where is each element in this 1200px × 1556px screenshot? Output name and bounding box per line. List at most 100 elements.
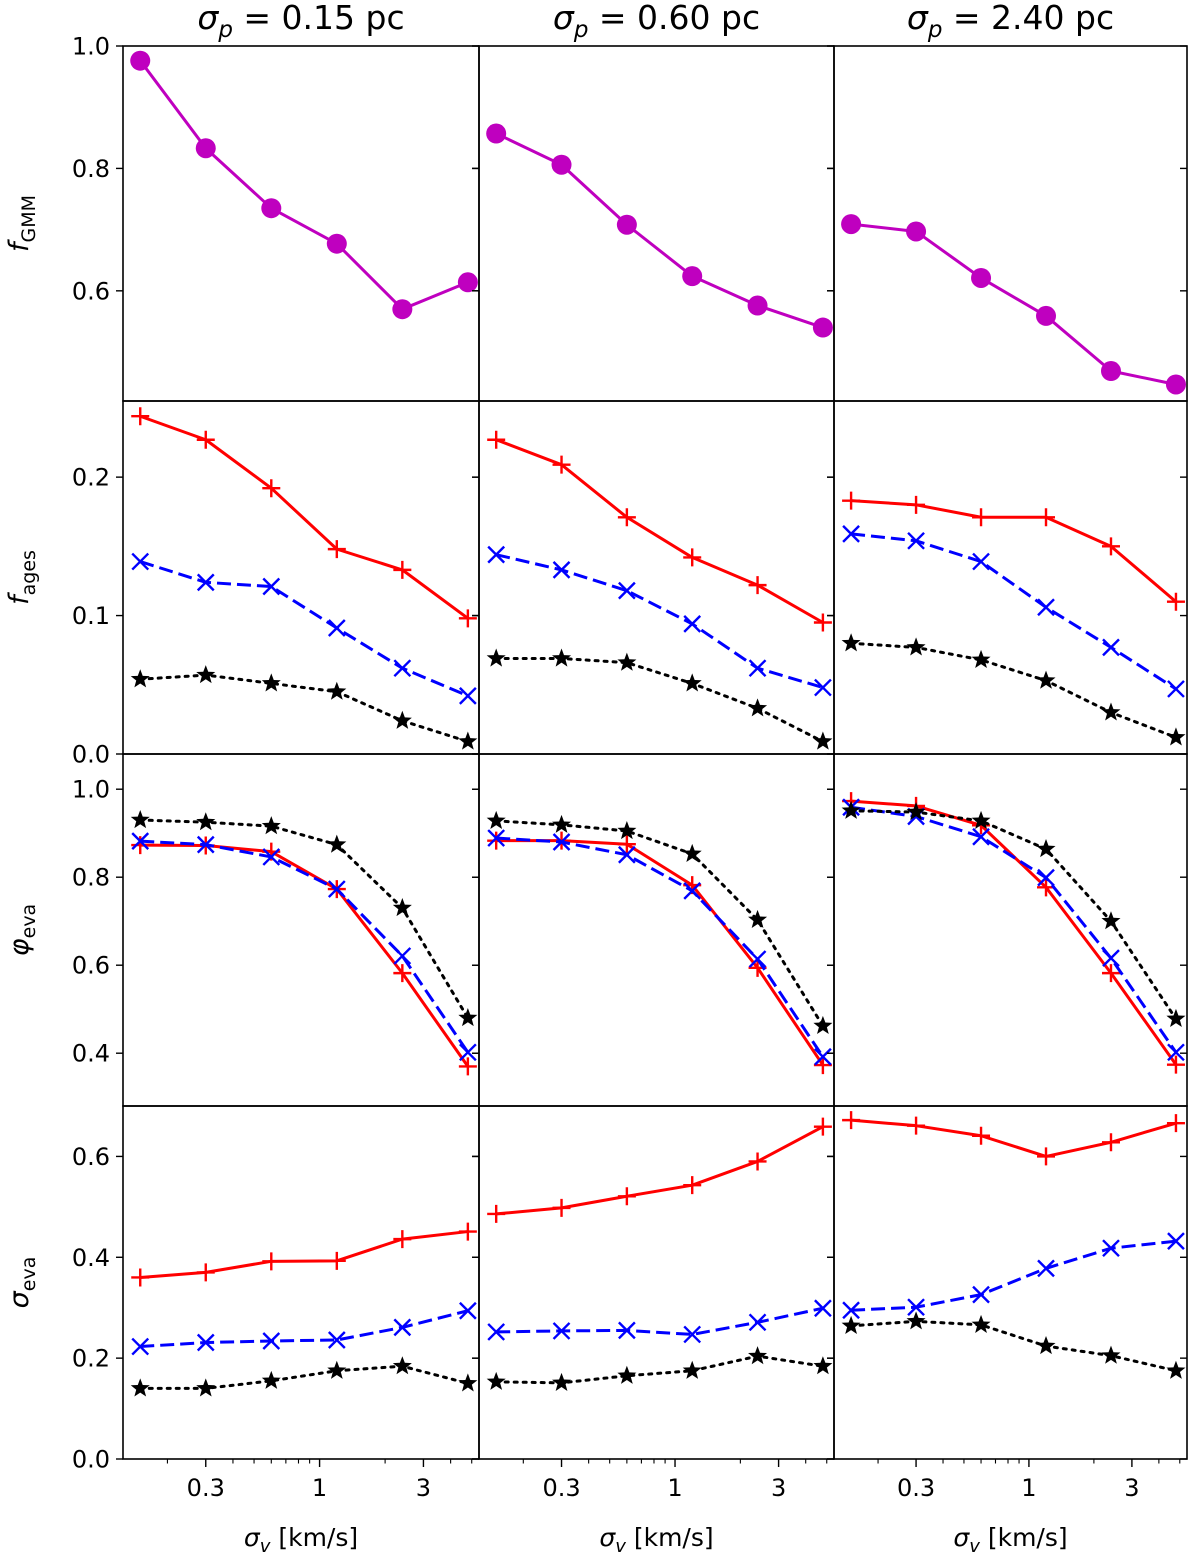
data-point-red [972,1126,991,1145]
data-point-blue [1037,1259,1055,1278]
data-point-red [907,495,926,514]
panel-fGMM-3 [841,214,1186,395]
series-line-black [494,819,825,1028]
x-axis-label: σv [km/s] [599,1523,713,1556]
x-tick-label: 1 [312,1474,327,1502]
data-point-red [458,1057,477,1076]
data-point-black [971,1314,991,1333]
data-point-red [327,1251,346,1270]
data-point-blue [196,573,215,592]
panel-sigma_eva-2 [486,1117,833,1391]
series-line-black [849,641,1178,739]
series-line-blue [140,839,470,1054]
data-point-GMM [971,267,992,288]
y-tick-label: 0.4 [72,1244,110,1272]
column-title-sub: p [927,17,943,43]
data-point-red [458,1222,477,1241]
data-point-black [552,648,572,667]
data-point-red [813,1056,832,1075]
y-axis-label-main: σ [4,1290,35,1308]
data-point-black [261,673,281,692]
y-axis-label: fages [4,550,40,605]
data-point-blue [1167,1232,1185,1250]
y-axis-label: fGMM [4,195,40,252]
data-point-black [813,731,833,750]
panel-frame [478,753,835,1107]
data-point-GMM [841,214,862,235]
data-point-red [131,836,150,855]
data-point-blue [972,1285,990,1304]
data-point-blue [196,835,215,854]
data-point-blue [1037,598,1055,617]
column-title-sub: p [217,17,233,43]
data-point-red [907,1116,926,1135]
column-title-sub: p [573,17,589,43]
data-point-GMM [195,138,216,159]
x-axis-label-sub: v [260,1536,271,1556]
data-point-GMM [457,272,478,293]
data-point-blue [907,1298,925,1317]
data-point-black [1166,1360,1186,1379]
y-tick-label: 0.0 [72,741,110,769]
y-axis-label: φeva [4,904,40,956]
data-point-GMM [747,295,768,316]
panel-frame [833,45,1188,402]
panel-phi_eva-3 [841,792,1186,1074]
data-point-black [392,898,412,917]
data-point-red [262,479,281,498]
ylabel-fages: fages [4,550,40,605]
series-line-red [496,1125,824,1216]
y-tick-label: 0.6 [72,1143,110,1171]
series-line-GMM [495,132,824,329]
column-title: σp = 0.60 pc [553,0,760,43]
y-tick-label: 1.0 [72,33,110,61]
y-tick-label: 0.6 [72,277,110,305]
series-line-blue [496,836,825,1058]
y-tick-label: 0.8 [72,155,110,183]
data-point-black [748,1346,768,1365]
data-point-GMM [812,317,833,338]
ylabel-fGMM: fGMM [4,195,40,252]
data-point-red [196,1263,215,1282]
data-point-blue [748,659,767,678]
data-point-black [813,1356,833,1375]
data-point-blue [487,545,506,564]
data-point-black [1101,1345,1121,1364]
series-line-blue [140,1309,469,1349]
x-axis-label-symbol: σ [244,1523,261,1552]
series-line-black [138,1364,470,1390]
data-point-blue [842,525,860,543]
data-point-red [487,1204,506,1223]
y-tick-label: 0.0 [72,1446,110,1474]
data-point-black [327,1360,347,1379]
data-point-red [617,508,636,527]
data-point-black [617,652,637,671]
data-point-red [683,548,702,567]
data-point-red [842,1111,861,1130]
data-point-blue [459,1301,477,1320]
y-axis-label-sub: eva [18,904,40,939]
series-line-GMM [850,222,1177,386]
data-point-black [196,1378,216,1397]
data-point-blue [459,1043,477,1062]
data-point-blue [842,1301,860,1320]
data-point-black [130,1378,150,1397]
series-line-blue [139,560,469,698]
data-point-black [1036,1336,1056,1355]
series-line-black [849,809,1178,1021]
data-point-black [552,814,572,833]
column-title-symbol: σ [197,0,219,37]
data-point-blue [1102,638,1120,657]
data-point-black [617,1365,637,1384]
data-point-red [458,609,477,628]
data-point-red [1166,1114,1185,1133]
data-point-blue [552,833,571,851]
y-axis-label-main: φ [4,938,35,956]
panel-frame [122,753,480,1107]
data-point-GMM [486,123,507,144]
y-tick-label: 0.1 [72,602,110,630]
panel-fages-1 [130,407,478,750]
x-axis-label: σv [km/s] [244,1523,358,1556]
data-point-blue [131,832,150,850]
series-line-black [849,1319,1178,1373]
